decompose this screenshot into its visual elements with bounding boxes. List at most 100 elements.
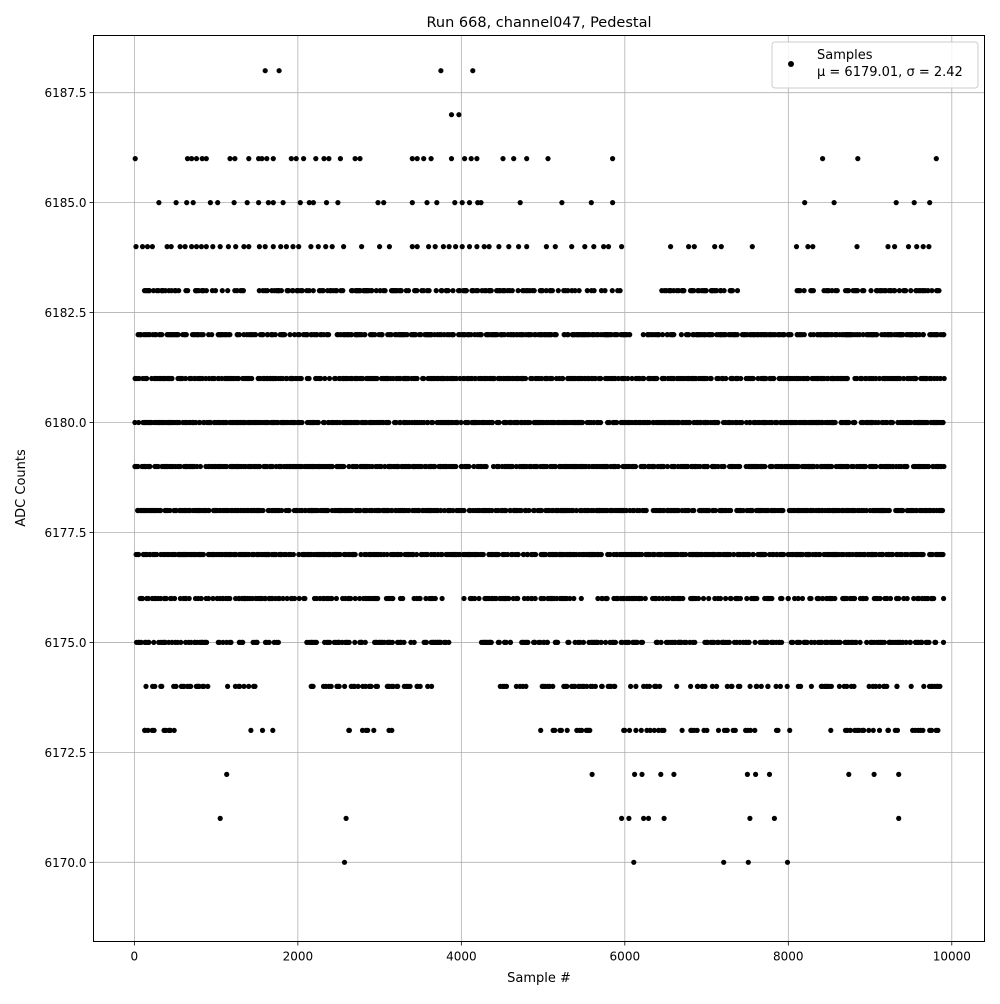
- data-point: [401, 639, 407, 646]
- data-point: [224, 771, 230, 778]
- data-point: [158, 595, 164, 602]
- data-point: [489, 419, 495, 426]
- data-point: [204, 639, 210, 646]
- data-point: [326, 332, 332, 338]
- data-point: [657, 683, 663, 690]
- data-point: [566, 639, 572, 646]
- data-point: [779, 595, 785, 602]
- data-point: [598, 419, 604, 426]
- data-point: [329, 244, 335, 250]
- data-point: [260, 507, 266, 514]
- data-point: [369, 463, 375, 470]
- data-point: [941, 332, 947, 338]
- data-point: [573, 507, 580, 514]
- data-point: [466, 463, 472, 470]
- data-point: [411, 639, 417, 646]
- data-point: [844, 683, 850, 690]
- data-point: [133, 244, 139, 250]
- data-point: [457, 288, 463, 294]
- data-point: [246, 683, 252, 690]
- data-point: [893, 200, 899, 206]
- x-tick-label: 0: [131, 950, 139, 964]
- data-point: [454, 419, 460, 426]
- data-point: [433, 288, 439, 294]
- data-point: [286, 288, 292, 294]
- data-point: [509, 288, 515, 294]
- data-point: [576, 288, 582, 294]
- data-point: [671, 771, 677, 778]
- data-point: [206, 595, 212, 602]
- data-point: [671, 332, 677, 338]
- data-point: [132, 419, 138, 426]
- data-point: [352, 595, 358, 602]
- data-point: [288, 156, 294, 162]
- data-point: [278, 288, 284, 294]
- axes-frame: [93, 35, 985, 942]
- data-point: [810, 244, 816, 250]
- y-tick-label: 6170.0: [45, 856, 87, 870]
- data-point: [908, 288, 914, 294]
- data-point: [614, 332, 620, 338]
- data-point: [552, 244, 558, 250]
- data-point: [227, 595, 233, 602]
- data-point: [343, 815, 349, 822]
- data-point: [685, 507, 692, 514]
- data-point: [564, 683, 570, 690]
- data-point: [625, 375, 631, 382]
- data-point: [810, 288, 817, 294]
- data-point: [471, 463, 477, 470]
- data-point: [375, 595, 381, 602]
- data-point: [527, 419, 533, 426]
- data-point: [315, 244, 321, 250]
- data-point: [804, 639, 810, 646]
- data-point: [355, 683, 361, 690]
- data-point: [631, 859, 637, 865]
- data-point: [329, 463, 335, 470]
- data-point: [941, 463, 947, 470]
- data-point: [389, 727, 395, 734]
- data-point: [349, 507, 355, 514]
- data-point: [198, 244, 204, 250]
- x-tick-label: 8000: [773, 950, 804, 964]
- data-point: [606, 419, 613, 426]
- data-point: [413, 332, 419, 338]
- data-point: [633, 683, 639, 690]
- data-point: [507, 639, 514, 646]
- data-point: [680, 595, 686, 602]
- data-point: [704, 727, 710, 734]
- data-point: [907, 639, 914, 646]
- data-point: [503, 507, 509, 514]
- data-point: [290, 244, 296, 250]
- data-point: [920, 332, 927, 338]
- data-point: [646, 683, 653, 690]
- data-point: [139, 595, 146, 602]
- data-point: [217, 244, 223, 250]
- legend-marker: [788, 61, 794, 67]
- data-point: [781, 332, 787, 338]
- data-point: [515, 595, 521, 602]
- data-point: [538, 507, 545, 514]
- data-point: [622, 727, 628, 734]
- data-point: [793, 244, 800, 250]
- data-point: [503, 639, 509, 646]
- data-point: [483, 463, 489, 470]
- data-point: [889, 419, 896, 426]
- data-point: [197, 419, 203, 426]
- data-point: [468, 332, 474, 338]
- data-point: [257, 463, 263, 470]
- data-point: [678, 332, 685, 338]
- data-point: [787, 727, 793, 734]
- data-point: [462, 156, 468, 162]
- data-point: [302, 595, 308, 602]
- data-point: [193, 244, 200, 250]
- data-point: [639, 639, 646, 646]
- data-point: [784, 683, 790, 690]
- legend-series-name: Samples: [817, 48, 873, 63]
- data-point: [627, 332, 633, 338]
- data-point: [414, 244, 420, 250]
- data-point: [681, 288, 687, 294]
- data-point: [231, 200, 237, 206]
- data-point: [321, 156, 327, 162]
- data-point: [169, 375, 175, 382]
